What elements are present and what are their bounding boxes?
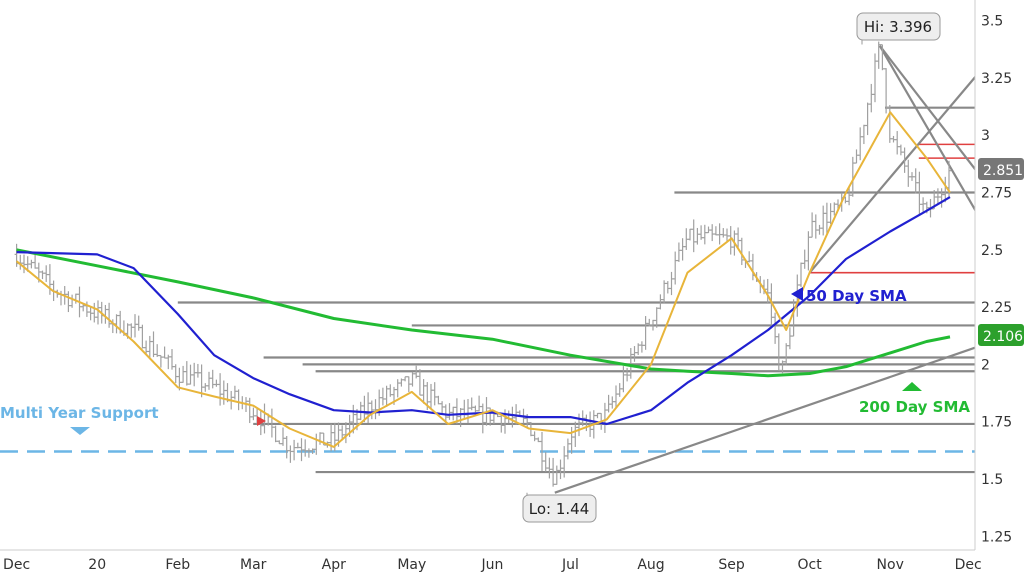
trendline [878, 45, 975, 171]
y-tick-label: 3.25 [981, 71, 1012, 87]
y-tick-label: 1.25 [981, 529, 1012, 545]
x-tick-label: Apr [322, 557, 346, 573]
price-bars [14, 41, 951, 487]
markers [257, 40, 922, 495]
lo-callout-box [522, 494, 597, 523]
support-down-arrow [70, 427, 90, 435]
support-label: Multi Year Support [0, 404, 159, 422]
x-tick-label: Feb [165, 557, 190, 573]
y-tick-label: 1.5 [981, 472, 1003, 488]
y-tick-label: 3.5 [981, 14, 1003, 30]
hi-callout-text: Hi: 3.396 [864, 18, 932, 36]
sma200-badge [978, 324, 1024, 346]
y-tick-label: 2.25 [981, 300, 1012, 316]
red-pointer [257, 416, 266, 426]
x-tick-label: Mar [240, 557, 267, 573]
plot-area: Multi Year Support 50 Day SMA 200 Day SM… [0, 12, 975, 523]
trendline [878, 45, 975, 212]
hi-callout-box [856, 12, 941, 41]
last-price-badge-text: 2.851 [983, 163, 1023, 179]
trendline [554, 346, 975, 494]
x-tick-label: Dec [3, 557, 30, 573]
chart-annotations: Multi Year Support 50 Day SMA 200 Day SM… [0, 287, 970, 422]
sma-50-line [16, 196, 951, 426]
x-tick-label: Jun [480, 557, 503, 573]
x-tick-label: May [397, 557, 426, 573]
short-moving-average-line [15, 111, 951, 448]
sma200-up-arrow [902, 382, 922, 391]
sma50-label: 50 Day SMA [806, 287, 907, 305]
x-tick-label: Dec [955, 557, 982, 573]
y-tick-label: 2.75 [981, 186, 1012, 202]
lo-callout-text: Lo: 1.44 [529, 500, 590, 518]
x-tick-label: Oct [797, 557, 822, 573]
support-line-group [0, 427, 975, 453]
sma200-label: 200 Day SMA [859, 398, 970, 416]
trendlines [554, 45, 975, 494]
horizontal-levels [177, 106, 975, 474]
sma200-badge-text: 2.106 [983, 329, 1023, 345]
hi-lo-callouts: Hi: 3.396 Lo: 1.44 [522, 12, 941, 523]
x-tick-label: 20 [88, 557, 106, 573]
y-tick-label: 3 [981, 128, 990, 144]
moving-averages [15, 111, 951, 448]
y-tick-label: 2.5 [981, 243, 1003, 259]
y-tick-label: 1.75 [981, 415, 1012, 431]
last-price-badge [978, 158, 1024, 180]
x-tick-label: Jul [561, 557, 579, 573]
x-tick-label: Sep [718, 557, 745, 573]
sma-200-line [16, 248, 951, 378]
x-tick-label: Nov [877, 557, 904, 573]
sma50-arrow [791, 287, 803, 301]
y-axis: 1.25 1.5 1.75 2 2.25 2.5 2.75 3 3.25 3.5 [974, 0, 1024, 578]
y-tick-label: 2 [981, 357, 990, 373]
trendline [808, 75, 975, 274]
x-axis: Dec 20 Feb Mar Apr May Jun Jul Aug Sep Oct Nov Dec [0, 549, 1024, 578]
x-tick-label: Aug [637, 557, 664, 573]
axis-badges: 2.851 2.106 [978, 158, 1024, 346]
